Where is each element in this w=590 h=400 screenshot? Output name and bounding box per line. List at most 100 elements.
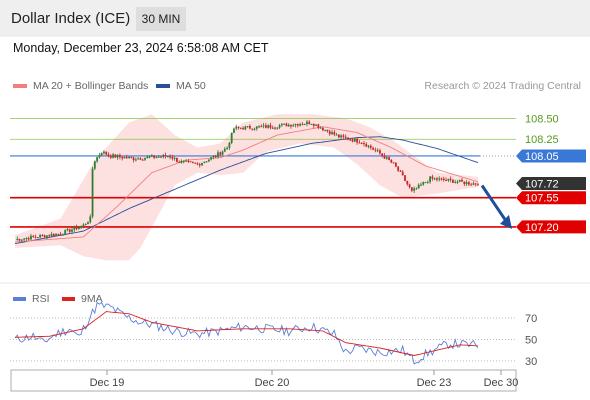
candle: [162, 153, 165, 159]
x-label-dec-30: Dec 30: [484, 377, 519, 389]
candle-body: [185, 160, 187, 162]
instrument-title: Dollar Index (ICE): [11, 10, 131, 27]
candle-body: [27, 237, 30, 240]
candle: [39, 233, 41, 239]
rsi-tick-50: 50: [525, 334, 537, 346]
candle: [379, 148, 381, 155]
candle: [109, 154, 112, 160]
candle-body: [55, 233, 57, 236]
candle-body: [203, 161, 206, 163]
candle-body: [34, 236, 37, 238]
candle: [235, 124, 238, 131]
candle: [271, 125, 274, 130]
candle: [331, 129, 333, 135]
candle-body: [205, 161, 208, 163]
candle-body: [260, 126, 263, 128]
candle: [333, 129, 336, 137]
candle: [164, 152, 167, 159]
candle-body: [233, 128, 235, 133]
candle-body: [347, 137, 349, 140]
candle: [119, 153, 121, 160]
candle-body: [105, 151, 108, 155]
candle: [91, 166, 94, 219]
candle: [465, 180, 468, 187]
candle-body: [114, 154, 117, 158]
candle: [426, 180, 429, 184]
x-label-dec-23: Dec 23: [417, 377, 452, 389]
candle: [477, 182, 479, 186]
candle-body: [415, 188, 418, 190]
candle-body: [139, 158, 142, 160]
candle-body: [310, 123, 313, 125]
candle: [187, 159, 190, 164]
candle: [52, 233, 55, 237]
candle: [445, 177, 447, 181]
candle-body: [64, 230, 67, 235]
candle-body: [46, 235, 48, 238]
candle: [260, 124, 263, 128]
candle-body: [401, 171, 404, 176]
candle-body: [32, 235, 35, 237]
candle: [201, 162, 203, 167]
candle-body: [20, 239, 23, 241]
forecast-arrow-head: [500, 214, 512, 229]
timeframe-button[interactable]: 30 MIN: [136, 7, 186, 31]
candle: [203, 161, 206, 164]
candle: [173, 156, 176, 161]
candle-body: [43, 235, 46, 238]
candle: [237, 126, 240, 130]
candle-body: [169, 156, 171, 158]
candle: [96, 156, 99, 164]
candle: [214, 154, 217, 159]
candle-body: [98, 155, 101, 158]
candle-body: [308, 121, 311, 125]
candle-body: [239, 127, 242, 129]
candle-body: [164, 155, 167, 157]
candle: [157, 155, 160, 158]
candle-body: [290, 124, 292, 127]
candle-body: [80, 225, 83, 228]
candle-body: [116, 155, 119, 158]
candle: [196, 162, 199, 166]
candle: [84, 223, 87, 226]
candle: [296, 123, 299, 128]
candle-body: [223, 148, 226, 152]
level-label-108-25: 108.25: [525, 134, 559, 146]
candle: [189, 161, 192, 163]
candle: [160, 156, 162, 158]
candle: [299, 122, 301, 127]
forecast-arrow-shaft: [480, 184, 508, 222]
candle-body: [150, 155, 153, 157]
candle: [100, 152, 103, 157]
candle-body: [335, 134, 338, 136]
candle-body: [237, 126, 240, 128]
candle-body: [176, 157, 178, 162]
candle-body: [16, 238, 19, 240]
candle: [383, 153, 386, 159]
candle-body: [125, 157, 128, 159]
candle-body: [292, 125, 295, 127]
candle-body: [68, 229, 71, 232]
candle: [422, 181, 425, 186]
candle-body: [306, 121, 308, 125]
candle-body: [255, 126, 258, 129]
candle: [77, 227, 80, 230]
candle-body: [242, 128, 244, 130]
candle-body: [246, 126, 249, 128]
candle: [337, 134, 340, 139]
candle-body: [89, 216, 92, 223]
candle: [463, 181, 466, 187]
candle-body: [381, 153, 384, 156]
candle-body: [408, 184, 411, 188]
candle: [458, 179, 461, 183]
candle-body: [212, 156, 215, 158]
candle: [205, 160, 208, 163]
candle: [472, 181, 475, 186]
candle: [89, 214, 92, 224]
candle: [75, 224, 78, 231]
candle: [59, 231, 62, 236]
candle: [57, 233, 60, 236]
candle: [169, 154, 171, 160]
candle: [285, 122, 288, 127]
candle: [16, 236, 19, 241]
